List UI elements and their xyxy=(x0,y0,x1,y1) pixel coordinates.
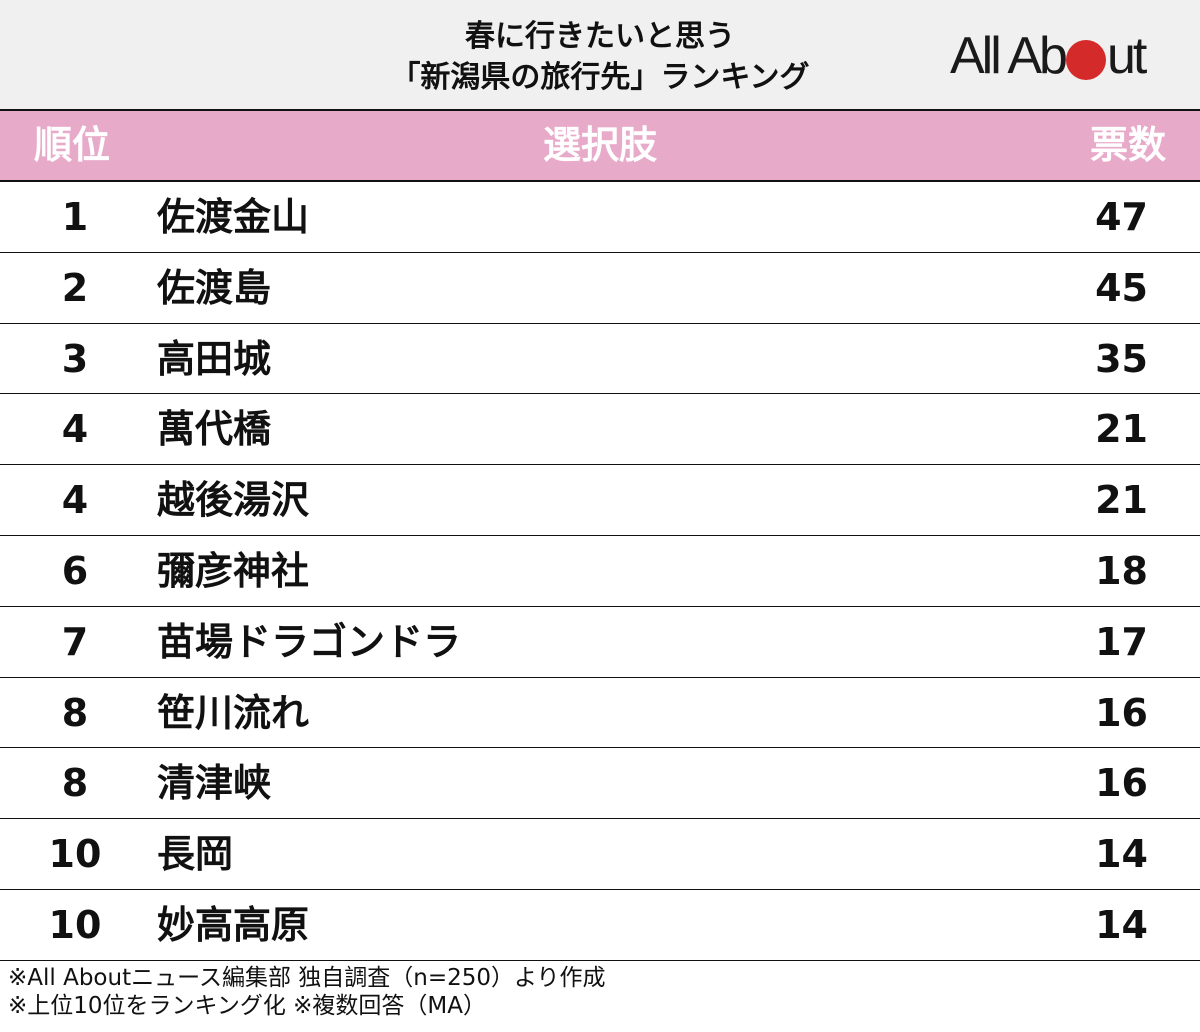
rank-cell: 4 xyxy=(61,407,89,452)
choice-cell: 萬代橋 xyxy=(157,407,272,452)
footnotes: ※All Aboutニュース編集部 独自調査（n=250）より作成 ※上位10位… xyxy=(8,964,606,1020)
table-row: 1 佐渡金山 47 xyxy=(0,182,1200,253)
choice-cell: 清津峡 xyxy=(157,761,272,806)
rank-cell: 8 xyxy=(61,761,89,806)
votes-cell: 21 xyxy=(1095,407,1148,452)
table-row: 6 彌彦神社 18 xyxy=(0,536,1200,607)
logo-text-right: ut xyxy=(1106,27,1147,85)
table-row: 4 萬代橋 21 xyxy=(0,394,1200,466)
votes-cell: 14 xyxy=(1095,902,1148,947)
choice-cell: 彌彦神社 xyxy=(157,548,310,593)
votes-cell: 35 xyxy=(1095,336,1148,381)
choice-cell: 越後湯沢 xyxy=(157,478,310,523)
page-title-line1: 春に行きたいと思う xyxy=(465,19,735,54)
logo-red-dot-icon xyxy=(1065,40,1106,80)
rank-cell: 10 xyxy=(48,832,102,877)
allabout-logo: All Ab ut xyxy=(950,26,1170,86)
table-row: 4 越後湯沢 21 xyxy=(0,465,1200,536)
column-header-choice: 選択肢 xyxy=(542,123,657,167)
votes-cell: 17 xyxy=(1095,619,1148,664)
votes-cell: 21 xyxy=(1095,478,1148,523)
choice-cell: 苗場ドラゴンドラ xyxy=(157,619,462,664)
votes-cell: 18 xyxy=(1095,548,1148,593)
choice-cell: 佐渡島 xyxy=(157,265,272,310)
table-header: 選択肢 順位 票数 xyxy=(0,111,1200,182)
rank-cell: 10 xyxy=(48,902,102,947)
votes-cell: 45 xyxy=(1095,265,1148,310)
table-row: 8 笹川流れ 16 xyxy=(0,678,1200,749)
footnote-source: ※All Aboutニュース編集部 独自調査（n=250）より作成 xyxy=(8,965,606,991)
votes-cell: 16 xyxy=(1095,690,1148,735)
votes-cell: 47 xyxy=(1095,195,1148,239)
rank-cell: 4 xyxy=(61,478,89,523)
table-row: 3 高田城 35 xyxy=(0,324,1200,395)
choice-cell: 高田城 xyxy=(157,336,272,381)
title-bar: 春に行きたいと思う 「新潟県の旅行先」ランキング All Ab ut xyxy=(0,0,1200,111)
choice-cell: 妙高高原 xyxy=(157,902,310,947)
table-row: 8 清津峡 16 xyxy=(0,748,1200,820)
rank-cell: 7 xyxy=(61,619,89,664)
logo-text-left: All Ab xyxy=(950,27,1068,85)
table-row: 10 長岡 14 xyxy=(0,819,1200,890)
rank-cell: 1 xyxy=(61,195,89,239)
rank-cell: 3 xyxy=(61,336,89,381)
choice-cell: 笹川流れ xyxy=(157,690,310,735)
rank-cell: 8 xyxy=(61,690,89,735)
table-row: 7 苗場ドラゴンドラ 17 xyxy=(0,607,1200,678)
table-row: 10 妙高高原 14 xyxy=(0,890,1200,961)
page-title-line2: 「新潟県の旅行先」ランキング xyxy=(390,60,810,95)
column-header-votes: 票数 xyxy=(1089,123,1166,167)
column-header-rank: 順位 xyxy=(34,123,111,167)
votes-cell: 14 xyxy=(1095,832,1148,877)
table-row: 2 佐渡島 45 xyxy=(0,253,1200,324)
rank-cell: 6 xyxy=(61,548,89,593)
rank-cell: 2 xyxy=(61,265,89,310)
choice-cell: 長岡 xyxy=(157,832,234,877)
choice-cell: 佐渡金山 xyxy=(157,195,310,239)
votes-cell: 16 xyxy=(1095,761,1148,806)
ranking-table-body: 1 佐渡金山 47 2 佐渡島 45 3 高田城 35 4 萬代橋 21 4 越… xyxy=(0,182,1200,961)
footnote-method: ※上位10位をランキング化 ※複数回答（MA） xyxy=(8,993,487,1019)
